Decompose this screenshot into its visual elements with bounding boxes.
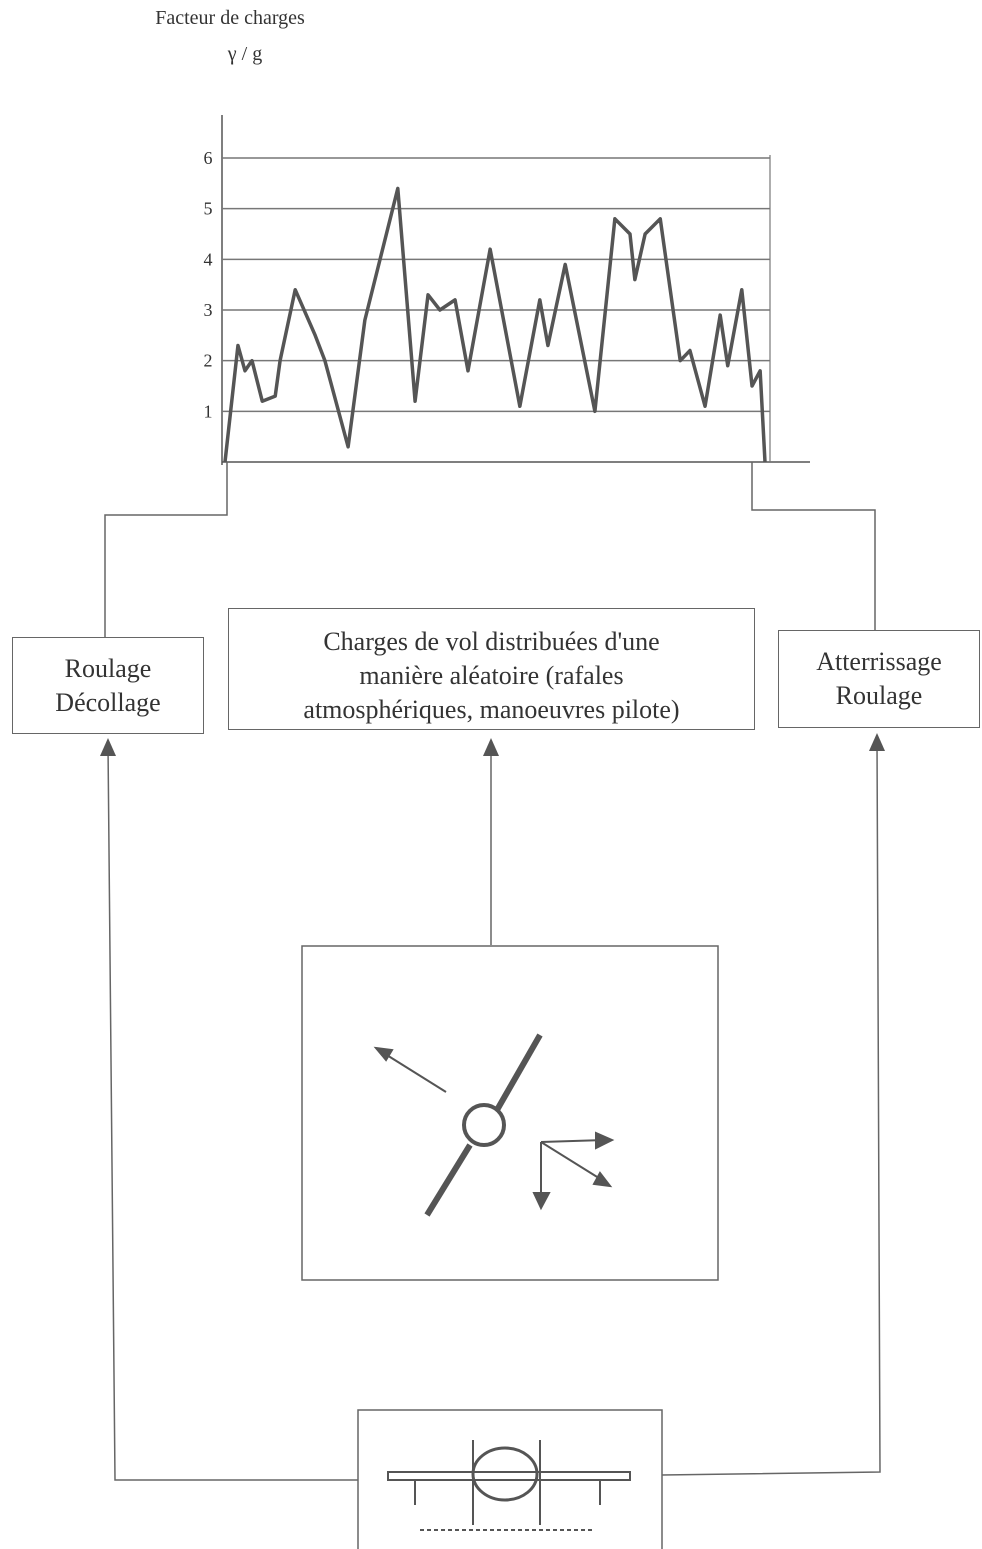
node-takeoff: Roulage Décollage: [12, 637, 204, 734]
node-label: Atterrissage: [816, 647, 942, 676]
node-flight: Charges de vol distribuées d'une manière…: [228, 608, 755, 730]
force-arrows: [373, 1046, 615, 1211]
connectors: [104, 462, 881, 1481]
node-label: Roulage: [835, 681, 923, 710]
y-axis-unit: γ / g: [227, 43, 262, 65]
arrowheads: [100, 733, 885, 756]
node-label: Roulage: [64, 654, 152, 683]
y-tick-label: 6: [204, 148, 213, 168]
y-tick-label: 2: [204, 351, 213, 371]
node-label: atmosphériques, manoeuvres pilote): [303, 695, 680, 724]
y-tick-label: 1: [204, 401, 213, 421]
y-tick-label: 4: [204, 249, 213, 269]
aircraft-top-view: [301, 945, 719, 1281]
y-tick-label: 5: [204, 199, 213, 219]
aircraft-front-sketch: [387, 1440, 631, 1531]
node-label: Décollage: [55, 688, 161, 717]
load-trace: [223, 186, 767, 463]
y-tick-label: 3: [204, 300, 213, 320]
y-axis-label: Facteur de charges: [155, 7, 305, 29]
node-label: manière aléatoire (rafales: [359, 661, 624, 690]
node-label: Charges de vol distribuées d'une: [323, 627, 660, 656]
node-landing: Atterrissage Roulage: [778, 630, 980, 728]
aircraft-sketch: [424, 1033, 543, 1217]
